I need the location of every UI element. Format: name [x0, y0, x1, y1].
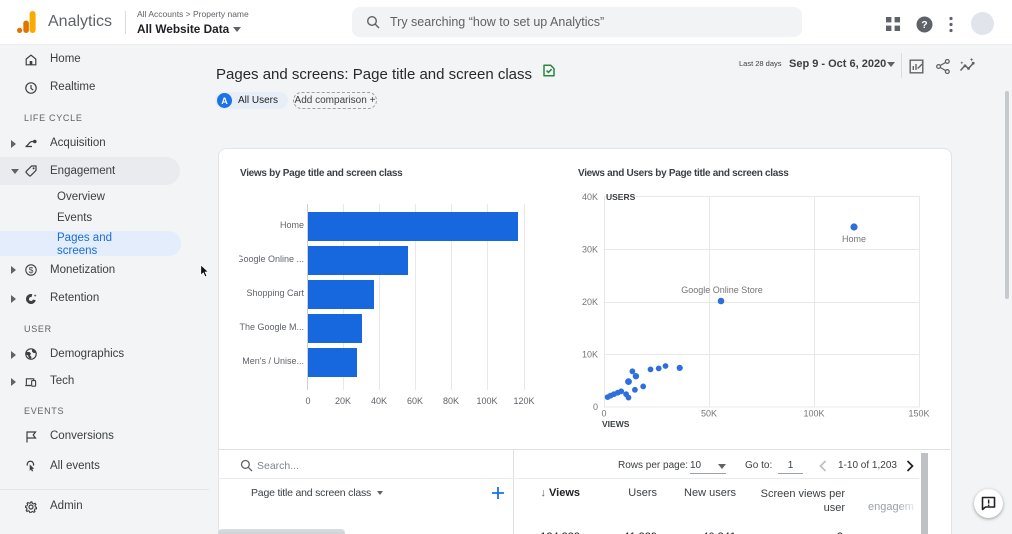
- svg-text:60K: 60K: [407, 396, 423, 406]
- svg-text:100K: 100K: [803, 409, 824, 419]
- svg-text:Home: Home: [842, 234, 866, 244]
- svg-text:120K: 120K: [513, 396, 534, 406]
- svg-text:40K: 40K: [582, 192, 598, 202]
- svg-text:USERS: USERS: [606, 192, 636, 202]
- svg-text:30K: 30K: [582, 245, 598, 255]
- svg-text:100K: 100K: [476, 396, 497, 406]
- svg-text:40K: 40K: [371, 396, 387, 406]
- svg-text:0: 0: [601, 409, 606, 419]
- svg-text:20K: 20K: [582, 297, 598, 307]
- svg-text:0: 0: [305, 396, 310, 406]
- svg-text:20K: 20K: [335, 396, 351, 406]
- svg-text:80K: 80K: [443, 396, 459, 406]
- svg-text:VIEWS: VIEWS: [602, 419, 630, 429]
- svg-text:?: ?: [921, 19, 927, 31]
- svg-text:150K: 150K: [908, 409, 929, 419]
- svg-text:$: $: [29, 265, 34, 275]
- svg-text:50K: 50K: [701, 409, 717, 419]
- svg-text:Google Online Store: Google Online Store: [681, 285, 763, 295]
- svg-text:0: 0: [593, 402, 598, 412]
- svg-text:10K: 10K: [582, 350, 598, 360]
